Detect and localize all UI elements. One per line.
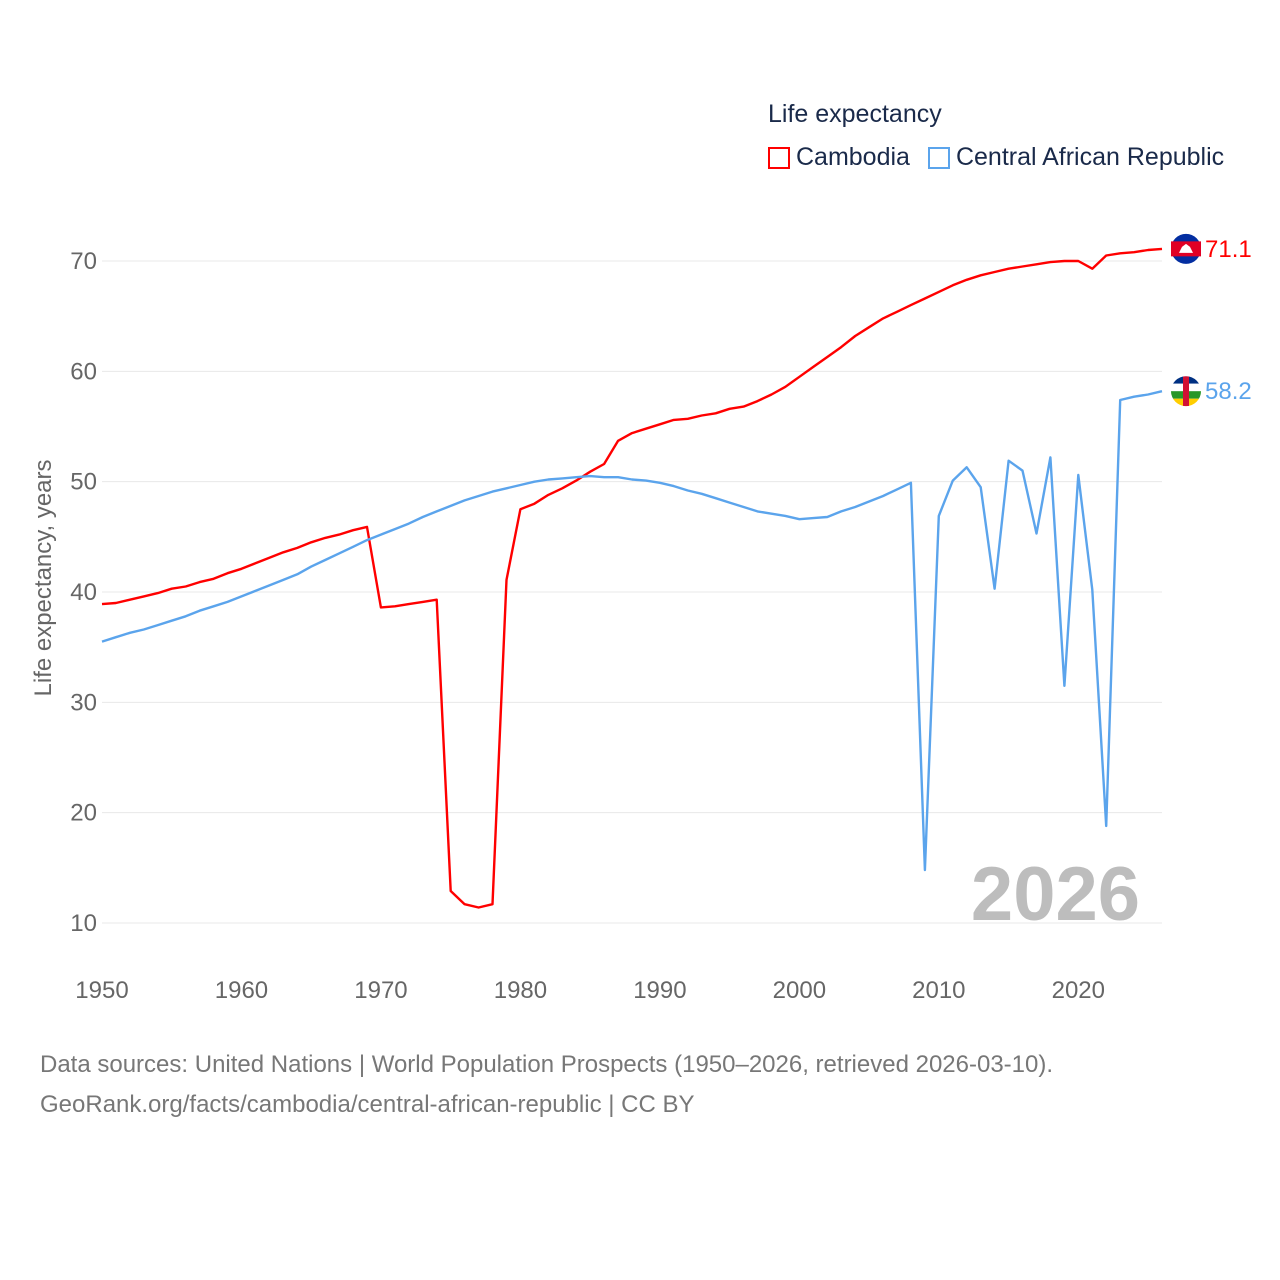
- series-line-1: [101, 390, 1163, 872]
- end-value-label-0: 71.1: [1205, 236, 1252, 263]
- line-chart: 10 20 30 40 50 60 70 1950 1960 1970 1980 1990 2000 20…: [30, 233, 1252, 1004]
- source-line-1: Data sources: United Nations | World Pop…: [40, 1051, 1054, 1078]
- cambodia-flag-icon: [1171, 233, 1201, 264]
- legend: Cambodia Central African Republic: [768, 143, 1224, 172]
- x-tick-label: 1950: [75, 977, 128, 1004]
- legend-label-car: Central African Republic: [955, 143, 1225, 171]
- y-axis-label: Life expectancy, years: [30, 459, 57, 696]
- x-tick-label: 1980: [494, 977, 547, 1004]
- y-tick-label: 70: [70, 248, 97, 275]
- x-tick-label: 2020: [1052, 977, 1105, 1004]
- source-line-2[interactable]: GeoRank.org/facts/cambodia/central-afric…: [40, 1091, 695, 1118]
- x-tick-label: 1960: [215, 977, 268, 1004]
- x-tick-label: 1990: [633, 977, 686, 1004]
- end-value-label-1: 58.2: [1205, 378, 1252, 405]
- legend-item-car[interactable]: Central African Republic: [927, 143, 1225, 172]
- legend-label-cambodia: Cambodia: [796, 143, 910, 171]
- year-watermark: 2026: [971, 852, 1140, 937]
- series-line-0: [101, 247, 1163, 909]
- x-tick-label: 2010: [912, 977, 965, 1004]
- legend-swatch-car: [927, 146, 950, 169]
- x-tick-label: 2000: [773, 977, 826, 1004]
- legend-swatch-cambodia: [768, 146, 790, 169]
- y-tick-label: 60: [70, 358, 97, 385]
- y-tick-label: 30: [70, 689, 97, 716]
- y-tick-label: 10: [70, 910, 97, 937]
- y-tick-label: 50: [70, 469, 97, 496]
- y-tick-label: 20: [70, 800, 97, 827]
- legend-title: Life expectancy: [768, 100, 942, 128]
- car-flag-icon: [1171, 376, 1201, 407]
- legend-item-cambodia[interactable]: Cambodia: [768, 143, 910, 172]
- source-note: Data sources: United Nations | World Pop…: [40, 1045, 1053, 1125]
- y-tick-label: 40: [70, 579, 97, 606]
- x-tick-label: 1970: [354, 977, 407, 1004]
